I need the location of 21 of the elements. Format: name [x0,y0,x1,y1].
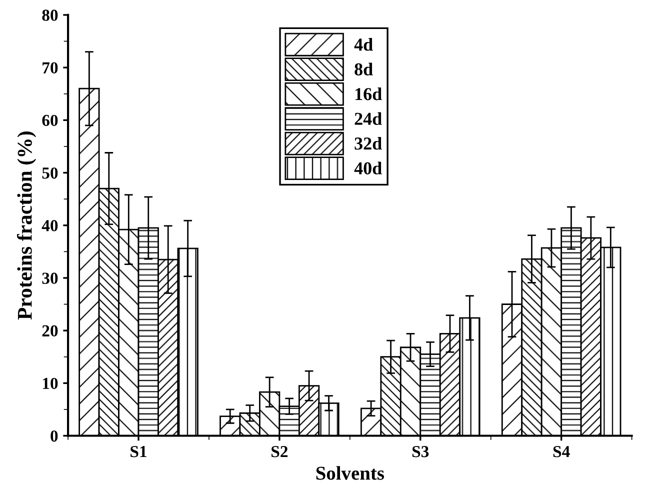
x-axis-title: Solvents [316,466,384,480]
legend-label: 24d [354,112,382,125]
legend-label: 8d [354,62,373,76]
y-tick-label: 30 [42,272,58,284]
x-tick-label: S1 [130,446,146,458]
x-tick-label: S3 [412,446,429,458]
y-tick-label: 40 [42,220,58,232]
y-tick-label: 10 [42,378,58,390]
y-tick-label: 80 [42,10,58,21]
y-tick-label: 20 [42,325,58,336]
x-tick-label: S2 [272,446,288,458]
y-tick-label: 50 [42,167,58,179]
legend-label: 32d [354,136,382,150]
legend-label: 4d [354,38,373,51]
legend-label: 16d [355,88,382,100]
x-tick-label: S4 [553,446,570,458]
y-tick-label: 0 [50,430,58,442]
y-tick-label: 60 [42,114,58,126]
y-axis-title: Proteins fraction (%) [16,132,36,320]
legend-label: 40d [354,162,382,174]
y-tick-label: 70 [42,62,58,74]
